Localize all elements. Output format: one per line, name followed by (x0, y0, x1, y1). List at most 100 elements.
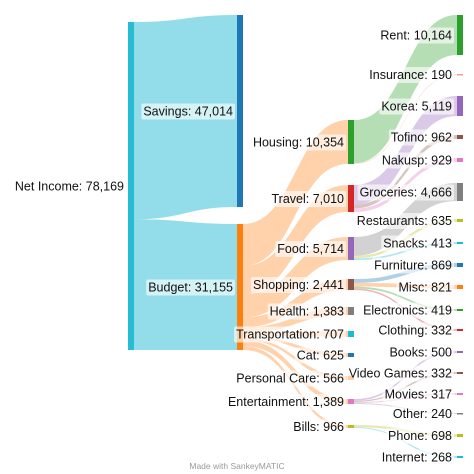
label-bg-nakusp (379, 152, 455, 169)
label-text-shopping: Shopping: 2,441 (253, 278, 344, 292)
node-food (348, 237, 354, 260)
node-other (457, 413, 463, 415)
node-shopping (348, 279, 354, 290)
node-furniture (457, 263, 463, 267)
label-net: Net Income: 78,169 (12, 178, 127, 195)
label-furniture: Furniture: 869 (372, 257, 455, 274)
label-bg-personal (234, 370, 347, 387)
label-budget: Budget: 31,155 (146, 279, 236, 296)
label-bg-rent (378, 27, 455, 44)
node-housing (348, 120, 354, 164)
node-korea (457, 96, 463, 116)
label-bg-shopping (250, 277, 347, 293)
label-health: Health: 1,383 (267, 303, 347, 320)
label-bg-tofino (388, 129, 455, 146)
node-insurance (457, 74, 463, 76)
label-bg-housing (250, 134, 347, 151)
node-budget (237, 224, 243, 350)
label-text-restaurants: Restaurants: 635 (357, 214, 452, 228)
node-nakusp (457, 158, 463, 162)
label-bg-groceries (357, 184, 455, 201)
label-text-books: Books: 500 (389, 346, 452, 360)
node-clothing (457, 329, 463, 331)
label-books: Books: 500 (387, 344, 455, 361)
label-text-transport: Transportation: 707 (236, 328, 344, 342)
node-cat (348, 353, 354, 357)
label-transport: Transportation: 707 (234, 326, 347, 343)
label-text-movies: Movies: 317 (385, 388, 452, 402)
label-savings: Savings: 47,014 (141, 103, 236, 120)
node-electronics (457, 309, 463, 311)
link-budget-bills (243, 346, 348, 428)
label-text-housing: Housing: 10,354 (253, 136, 344, 150)
label-bg-restaurants (354, 213, 455, 229)
label-phone: Phone: 698 (386, 428, 455, 444)
label-text-phone: Phone: 698 (388, 429, 452, 443)
label-bg-entertainment (225, 394, 347, 410)
label-bg-snacks (381, 235, 455, 252)
label-text-health: Health: 1,383 (270, 305, 344, 319)
label-text-misc: Misc: 821 (399, 281, 453, 295)
label-text-travel: Travel: 7,010 (272, 192, 345, 206)
label-bg-clothing (376, 322, 455, 339)
label-text-korea: Korea: 5,119 (381, 100, 452, 114)
label-bg-internet (379, 449, 455, 466)
label-insurance: Insurance: 190 (367, 67, 455, 83)
label-bg-health (267, 303, 347, 320)
label-text-budget: Budget: 31,155 (148, 281, 233, 295)
link-shopping-electronics (354, 286, 457, 311)
label-electronics: Electronics: 419 (361, 302, 455, 319)
node-labels: Net Income: 78,169 Savings: 47,014 Budget:… (12, 27, 455, 466)
label-entertainment: Entertainment: 1,389 (225, 394, 347, 410)
label-text-entertainment: Entertainment: 1,389 (228, 395, 344, 409)
label-bg-insurance (367, 67, 455, 83)
node-books (457, 351, 463, 353)
label-text-insurance: Insurance: 190 (369, 68, 452, 82)
label-bg-savings (141, 103, 236, 120)
label-bg-phone (386, 428, 455, 444)
label-bg-korea (379, 98, 455, 115)
label-food: Food: 5,714 (275, 241, 347, 257)
node-rent (457, 15, 463, 55)
label-videogames: Video Games: 332 (346, 365, 455, 382)
node-restaurants (457, 219, 463, 222)
label-travel: Travel: 7,010 (269, 191, 347, 207)
label-misc: Misc: 821 (396, 279, 455, 296)
label-groceries: Groceries: 4,666 (357, 184, 455, 201)
label-text-videogames: Video Games: 332 (349, 367, 452, 381)
label-text-nakusp: Nakusp: 929 (382, 154, 452, 168)
label-bg-furniture (372, 257, 455, 274)
label-bg-videogames (346, 365, 455, 382)
label-text-groceries: Groceries: 4,666 (360, 186, 452, 200)
flow-nodes (128, 15, 463, 458)
label-text-savings: Savings: 47,014 (143, 105, 233, 119)
node-tofino (457, 135, 463, 139)
node-groceries (457, 183, 463, 201)
label-text-furniture: Furniture: 869 (374, 259, 452, 273)
label-text-food: Food: 5,714 (277, 242, 344, 256)
label-cat: Cat: 625 (294, 347, 347, 364)
label-text-electronics: Electronics: 419 (363, 304, 452, 318)
label-bg-movies (382, 386, 455, 403)
link-housing-insurance (354, 74, 457, 164)
label-text-internet: Internet: 268 (382, 451, 452, 465)
label-internet: Internet: 268 (379, 449, 455, 466)
node-videogames (457, 372, 463, 374)
label-tofino: Tofino: 962 (388, 129, 455, 146)
label-text-personal: Personal Care: 566 (236, 372, 344, 386)
node-internet (457, 456, 463, 458)
label-text-net: Net Income: 78,169 (15, 180, 124, 194)
label-bg-travel (269, 191, 347, 207)
label-text-snacks: Snacks: 413 (383, 237, 452, 251)
label-bg-books (387, 344, 455, 361)
label-snacks: Snacks: 413 (381, 235, 455, 252)
node-entertainment (348, 399, 354, 404)
label-personal: Personal Care: 566 (234, 370, 347, 387)
label-bg-transport (234, 326, 347, 343)
link-travel-tofino (354, 135, 457, 209)
label-rent: Rent: 10,164 (378, 27, 455, 44)
label-korea: Korea: 5,119 (379, 98, 455, 115)
label-nakusp: Nakusp: 929 (379, 152, 455, 169)
node-phone (457, 434, 463, 437)
